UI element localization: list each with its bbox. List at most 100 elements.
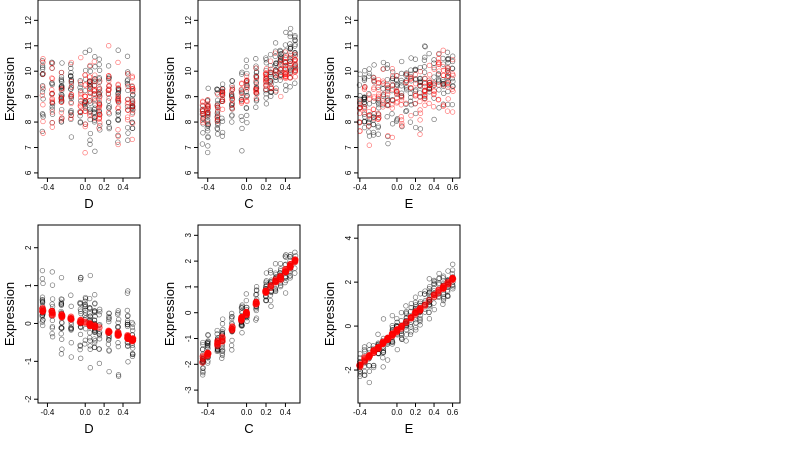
data-point <box>49 317 56 324</box>
data-point <box>244 119 250 126</box>
data-point <box>361 346 368 353</box>
data-point <box>49 87 55 93</box>
data-point <box>426 316 433 322</box>
data-point <box>403 303 409 309</box>
data-point <box>96 56 102 62</box>
data-point <box>398 70 405 77</box>
data-point <box>204 339 211 346</box>
data-point <box>402 318 410 326</box>
data-point <box>105 109 112 116</box>
data-point <box>407 313 415 321</box>
data-point <box>253 83 260 89</box>
x-tick-label: -0.4 <box>201 408 215 417</box>
data-point <box>403 72 409 78</box>
data-point <box>385 140 391 147</box>
data-point <box>272 68 279 74</box>
data-point <box>362 84 368 90</box>
data-point <box>129 319 135 326</box>
data-point <box>229 96 235 103</box>
data-point <box>440 47 446 53</box>
data-point <box>200 130 206 136</box>
data-point <box>77 103 83 109</box>
data-point <box>272 48 279 54</box>
data-point <box>417 110 424 116</box>
data-point <box>96 332 103 339</box>
data-point <box>431 278 437 285</box>
data-point <box>431 91 437 97</box>
data-point <box>115 139 121 145</box>
data-point <box>287 33 293 40</box>
data-point <box>384 98 390 104</box>
data-point <box>408 55 414 61</box>
data-point <box>417 76 423 82</box>
y-tick-label: 1 <box>24 283 33 288</box>
data-point <box>59 106 65 113</box>
data-point <box>272 53 278 60</box>
data-point <box>436 105 442 111</box>
x-tick-label: 0.4 <box>117 183 129 192</box>
data-point <box>115 141 121 148</box>
data-point <box>277 273 285 281</box>
data-point <box>82 67 89 74</box>
data-point <box>125 69 131 75</box>
data-point <box>361 94 368 100</box>
data-point <box>449 109 456 115</box>
data-point <box>422 43 428 49</box>
data-point <box>96 114 103 120</box>
data-point <box>421 291 428 297</box>
data-point <box>435 82 442 88</box>
data-point <box>239 69 245 75</box>
data-point <box>68 86 74 92</box>
data-point <box>82 76 89 82</box>
data-point <box>115 95 121 101</box>
data-point <box>239 98 245 105</box>
data-point <box>129 324 136 331</box>
data-point <box>263 60 269 66</box>
data-point <box>49 282 56 288</box>
data-point <box>440 297 447 304</box>
data-point <box>68 354 74 360</box>
panel-6: -0.4 0.0 0.2 0.4 0.6 -2 0 2 4 E Expression <box>322 224 461 436</box>
data-point <box>436 87 442 93</box>
data-point <box>445 288 451 295</box>
data-point <box>430 104 437 110</box>
data-point <box>292 57 298 63</box>
data-point <box>417 317 423 323</box>
data-point <box>58 274 65 281</box>
data-point <box>82 105 89 111</box>
data-point <box>129 353 136 360</box>
data-point <box>124 307 130 314</box>
data-point <box>58 96 64 102</box>
y-tick-label: 11 <box>184 41 193 50</box>
data-point <box>291 258 299 266</box>
x-tick-label: 0.0 <box>80 408 92 417</box>
data-point <box>68 80 75 87</box>
data-point <box>371 364 377 371</box>
data-point <box>389 66 395 72</box>
data-point <box>389 105 395 111</box>
data-point <box>253 291 260 297</box>
data-point <box>96 91 102 97</box>
data-point <box>92 313 98 320</box>
data-point <box>39 276 46 282</box>
data-point <box>91 58 97 65</box>
data-point <box>77 113 83 119</box>
data-point <box>449 101 455 108</box>
data-point <box>436 270 442 277</box>
data-point <box>205 149 211 156</box>
data-point <box>292 80 298 86</box>
data-point <box>243 291 249 297</box>
data-point <box>130 103 136 110</box>
data-point <box>68 91 74 97</box>
data-point <box>58 119 65 125</box>
data-point <box>380 100 386 106</box>
data-point <box>229 337 235 344</box>
data-point <box>380 364 386 370</box>
data-point <box>413 124 419 131</box>
y-tick-label: 12 <box>24 15 33 24</box>
data-point <box>449 71 456 77</box>
data-point <box>272 62 279 68</box>
data-point <box>115 117 121 123</box>
data-point <box>277 275 284 283</box>
data-point <box>105 327 113 335</box>
